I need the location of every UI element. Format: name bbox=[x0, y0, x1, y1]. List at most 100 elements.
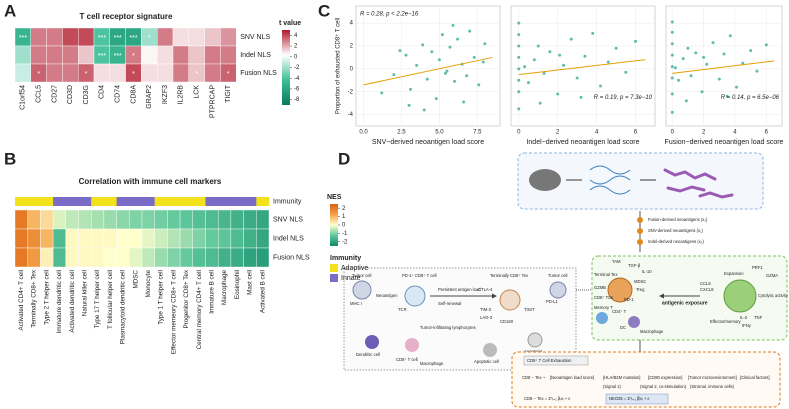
heatmap-cell bbox=[62, 45, 79, 65]
group-cell bbox=[230, 197, 244, 206]
model-text: (Signal 2, co-stimulation) bbox=[640, 384, 687, 389]
point bbox=[517, 78, 521, 82]
heatmap-cell bbox=[141, 228, 155, 249]
neoantigen-label: SNV-derived neoantigens (x₁) bbox=[648, 228, 704, 233]
heatmap-cell bbox=[40, 209, 54, 230]
colorbar-title: NES bbox=[327, 194, 342, 201]
group-cell bbox=[192, 197, 206, 206]
heatmap-cell bbox=[14, 228, 28, 249]
group-cell bbox=[243, 197, 257, 206]
point bbox=[477, 83, 481, 87]
point bbox=[705, 62, 709, 66]
point bbox=[670, 92, 674, 96]
heatmap-cell bbox=[46, 63, 63, 83]
fit-line bbox=[518, 59, 646, 76]
y-tick-label: 2 bbox=[350, 44, 354, 50]
legend-title: Immunity bbox=[330, 255, 361, 262]
model-text: [Clinical factors] bbox=[740, 375, 770, 380]
point bbox=[422, 108, 426, 112]
heatmap-cell bbox=[103, 228, 117, 249]
heatmap-cell bbox=[116, 228, 130, 249]
label: TIGIT bbox=[524, 307, 535, 312]
heatmap-cell bbox=[217, 209, 232, 230]
x-tick-label: 4 bbox=[733, 130, 737, 136]
label: Cytolytic activity bbox=[758, 293, 789, 298]
point bbox=[624, 70, 628, 74]
label: Persistent antigen load bbox=[438, 287, 481, 292]
heatmap-cell bbox=[167, 247, 181, 268]
box bbox=[511, 351, 781, 408]
label: Expansion bbox=[724, 271, 744, 276]
fit-line bbox=[672, 60, 775, 74]
group-cell bbox=[65, 197, 79, 206]
model-text: (Signal 1) bbox=[603, 384, 622, 389]
x-tick-label: 5.0 bbox=[435, 130, 444, 136]
x-tick-label: 2.5 bbox=[397, 130, 406, 136]
colorbar-tick-label: -4 bbox=[294, 76, 300, 82]
heatmap-cell bbox=[205, 209, 219, 230]
colorbar bbox=[282, 30, 290, 105]
group-cell bbox=[53, 197, 67, 206]
point bbox=[430, 50, 434, 54]
column-label: Immature dendritic cell bbox=[56, 270, 63, 333]
point bbox=[456, 37, 460, 41]
point bbox=[575, 76, 579, 80]
label: CXCL9 bbox=[700, 287, 714, 292]
point bbox=[606, 60, 610, 64]
column-label: Terminally CD8+ Tex bbox=[31, 269, 38, 328]
heatmap-cell bbox=[103, 209, 117, 230]
heatmap-cell bbox=[129, 209, 143, 230]
panel-label: C bbox=[318, 1, 330, 20]
cell-icon bbox=[628, 316, 640, 328]
heatmap-cell bbox=[167, 228, 181, 249]
label: Macrophage bbox=[640, 329, 664, 334]
heatmap-cell bbox=[154, 228, 168, 249]
x-tick-label: 6 bbox=[765, 130, 769, 136]
legend-swatch bbox=[330, 264, 338, 272]
point bbox=[591, 31, 595, 35]
label: antigenic exposure bbox=[662, 300, 708, 306]
point bbox=[445, 69, 449, 73]
column-label: CD27 bbox=[51, 85, 58, 103]
y-tick-label: 0 bbox=[350, 66, 354, 72]
colorbar-tick-label: -1 bbox=[342, 231, 348, 237]
column-label: GRAP2 bbox=[146, 85, 153, 109]
heatmap-cell bbox=[46, 27, 63, 47]
point bbox=[579, 95, 583, 99]
point bbox=[517, 90, 521, 94]
point bbox=[673, 66, 677, 70]
colorbar-tick-label: -6 bbox=[294, 87, 300, 93]
column-label: PTPRCAP bbox=[209, 85, 216, 118]
point bbox=[481, 60, 485, 64]
significance-label: *** bbox=[98, 53, 106, 60]
significance-label: *** bbox=[129, 35, 137, 42]
y-tick-label: 4 bbox=[350, 21, 354, 27]
model-text: CD8 − Tex = Σ³ᵢ₌₁ βᵢxᵢ + ε bbox=[524, 396, 570, 401]
heatmap-cell bbox=[90, 209, 105, 230]
column-label: TIGIT bbox=[225, 84, 232, 103]
colorbar-tick-label: 4 bbox=[294, 33, 298, 39]
group-cell bbox=[116, 197, 130, 206]
box bbox=[605, 393, 669, 405]
heatmap-cell bbox=[192, 228, 206, 249]
heatmap-cell bbox=[65, 247, 79, 268]
legend-swatch bbox=[330, 274, 338, 282]
box bbox=[591, 255, 788, 341]
model-text: CD8 − Tex ~ bbox=[522, 375, 546, 380]
model-text: [HLA/B2M mutation] bbox=[603, 375, 640, 380]
heatmap-cell bbox=[179, 228, 194, 249]
heatmap-cell bbox=[90, 247, 105, 268]
annotation: R = 0.19, p = 7.3e−10 bbox=[594, 95, 653, 101]
point bbox=[599, 84, 603, 88]
x-tick-label: 6 bbox=[634, 130, 638, 136]
column-label: CD8A bbox=[130, 85, 137, 104]
point bbox=[517, 33, 521, 37]
label: Self-renewal bbox=[438, 301, 461, 306]
column-label: Activated dendritic cell bbox=[69, 270, 76, 333]
column-label: IKZF3 bbox=[162, 85, 169, 104]
row-label: Indel NLS bbox=[240, 52, 271, 59]
point bbox=[755, 69, 759, 73]
cell-icon bbox=[549, 281, 567, 299]
heatmap-cell bbox=[154, 209, 168, 230]
